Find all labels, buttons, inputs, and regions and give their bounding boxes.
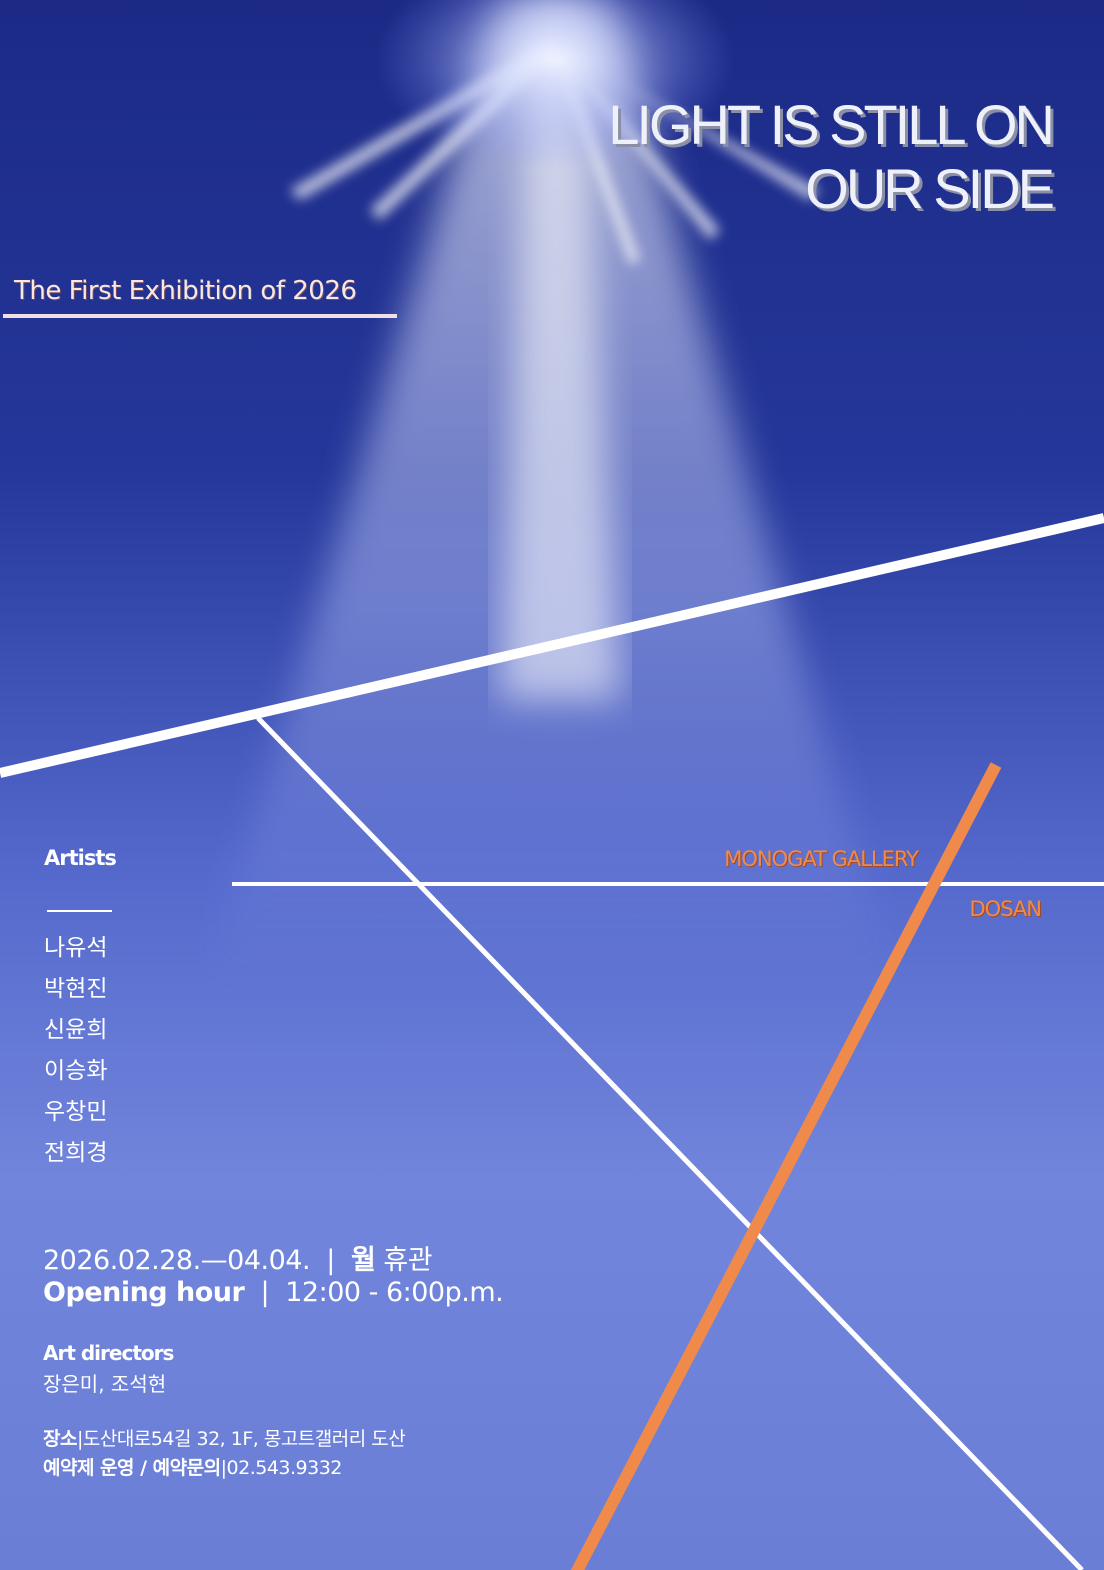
info-line-part: |02.543.9332 xyxy=(220,1457,343,1479)
white-line xyxy=(0,513,1104,778)
gallery-name: MONOGAT GALLERY xyxy=(724,847,919,871)
title: LIGHT IS STILL ON xyxy=(608,93,1055,156)
info-line-part: 예약제 운영 / 예약문의 xyxy=(43,1457,221,1479)
artist-name: 이승화 xyxy=(44,1058,108,1084)
info-line-part: |도산대로54길 32, 1F, 몽고트갤러리 도산 xyxy=(76,1428,406,1450)
info-line-part: 장소 xyxy=(43,1428,77,1450)
artist-name: 신윤희 xyxy=(44,1017,108,1043)
orange-line xyxy=(570,762,1002,1570)
art-directors-heading: Art directors xyxy=(43,1341,174,1365)
light-glow xyxy=(375,0,735,170)
light-core xyxy=(500,0,620,700)
white-line xyxy=(256,716,1084,1570)
schedule-line-part: | 12:00 - 6:00p.m. xyxy=(244,1277,504,1308)
schedule-line-part: 휴관 xyxy=(375,1245,433,1276)
artist-name: 우창민 xyxy=(44,1099,108,1125)
info-line: 장소|도산대로54길 32, 1F, 몽고트갤러리 도산 xyxy=(43,1424,406,1451)
schedule-line-part: Opening hour xyxy=(43,1277,245,1308)
schedule-line: 2026.02.28.—04.04. | 월 휴관 xyxy=(43,1238,433,1277)
artist-name: 박현진 xyxy=(44,976,108,1002)
schedule-line-part: 월 xyxy=(350,1245,376,1276)
artist-name: 나유석 xyxy=(44,935,108,961)
schedule-line-part: 2026.02.28.—04.04. | xyxy=(43,1245,351,1276)
subtitle: The First Exhibition of 2026 xyxy=(14,276,357,306)
schedule-line: Opening hour | 12:00 - 6:00p.m. xyxy=(43,1277,504,1308)
artists-heading: Artists xyxy=(44,846,117,870)
info-line: 예약제 운영 / 예약문의|02.543.9332 xyxy=(43,1453,342,1480)
artist-name: 전희경 xyxy=(44,1140,108,1166)
art-directors-names: 장은미, 조석현 xyxy=(43,1372,167,1396)
gallery-branch: DOSAN xyxy=(969,897,1042,921)
title: OUR SIDE xyxy=(805,157,1055,220)
